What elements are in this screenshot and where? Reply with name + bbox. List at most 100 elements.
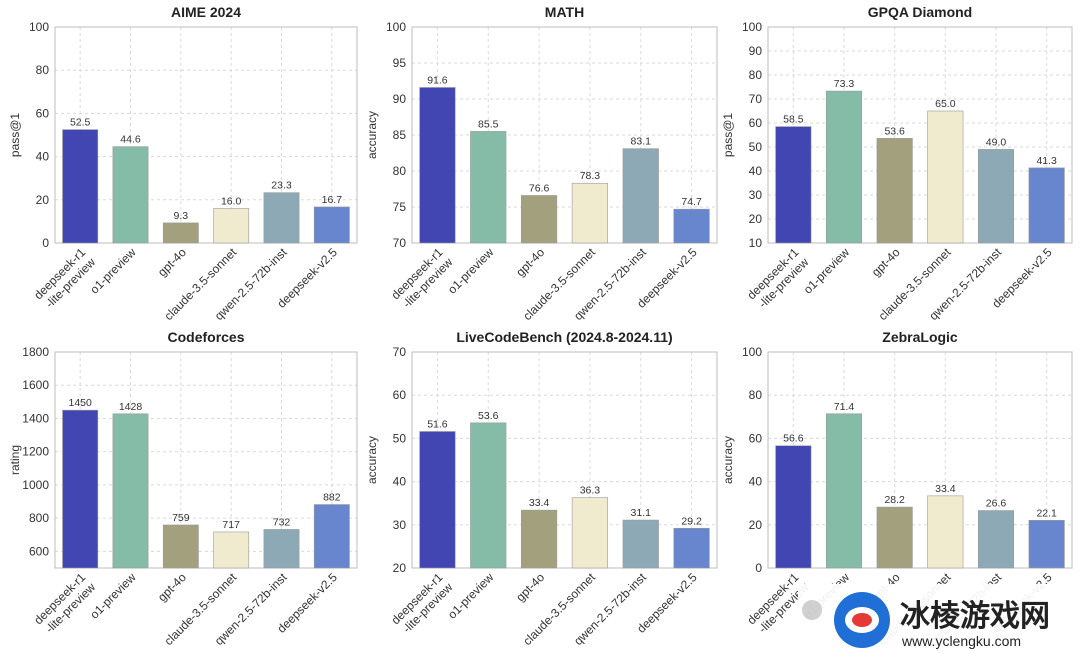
data-label: 52.5 <box>70 117 91 129</box>
y-tick-label: 40 <box>393 475 407 489</box>
y-tick-label: 0 <box>42 236 49 250</box>
chart-1: 70 75 80 85 90 95 100 91.6 deepseek-r1-lite-prev… <box>365 4 718 323</box>
y-tick-label: 60 <box>393 388 407 402</box>
category-label: gpt-4o <box>155 245 189 279</box>
bar <box>1028 167 1065 244</box>
bar <box>62 409 99 569</box>
bar <box>927 110 964 244</box>
data-label: 71.4 <box>834 401 855 413</box>
data-label: 41.3 <box>1036 155 1057 167</box>
bar <box>112 146 149 244</box>
y-axis-label: accuracy <box>365 111 379 159</box>
data-label: 76.6 <box>529 182 550 194</box>
data-label: 85.5 <box>478 118 499 130</box>
data-label: 91.6 <box>427 74 448 86</box>
data-label: 58.5 <box>783 114 804 126</box>
data-label: 1428 <box>119 401 143 413</box>
data-label: 1450 <box>68 397 92 409</box>
chart-title: ZebraLogic <box>882 329 958 345</box>
category-label: deepseek-r1-lite-preview <box>744 245 811 312</box>
chart-4: 20 30 40 50 60 70 51.6 deepseek-r1-lite-preview… <box>365 329 718 648</box>
bar <box>419 87 456 244</box>
bar <box>673 208 710 244</box>
category-label: gpt-4o <box>155 570 189 604</box>
y-tick-label: 1600 <box>22 378 49 392</box>
y-tick-label: 20 <box>393 561 407 575</box>
data-label: 717 <box>222 519 240 531</box>
bar <box>571 497 609 569</box>
data-label: 732 <box>273 516 291 528</box>
y-tick-label: 1400 <box>22 411 49 425</box>
plot-frame <box>767 351 1073 569</box>
bar <box>313 504 350 569</box>
data-label: 23.3 <box>271 180 292 192</box>
bar <box>213 531 250 569</box>
y-tick-label: 85 <box>393 128 407 142</box>
chart-title: MATH <box>545 4 584 20</box>
y-tick-label: 70 <box>393 345 407 359</box>
plot-frame <box>411 26 718 244</box>
bar <box>520 509 558 569</box>
category-label: o1-preview <box>445 245 497 297</box>
y-tick-label: 1800 <box>22 345 49 359</box>
bar <box>470 131 507 244</box>
category-label: o1-preview <box>87 245 139 297</box>
data-label: 28.2 <box>884 494 905 506</box>
y-tick-label: 0 <box>755 561 762 575</box>
data-label: 33.4 <box>529 497 550 509</box>
y-tick-label: 60 <box>749 431 763 445</box>
y-axis-label: accuracy <box>721 436 735 484</box>
data-label: 36.3 <box>580 485 601 497</box>
watermark-text: 冰棱游戏网 <box>900 600 1050 633</box>
plot-frame <box>54 351 358 569</box>
category-label: o1-preview <box>801 245 853 297</box>
bar <box>419 431 456 569</box>
data-label: 53.6 <box>884 125 905 137</box>
category-label: o1-preview <box>87 570 139 622</box>
bar <box>775 126 812 244</box>
y-axis-label: rating <box>8 445 22 475</box>
y-tick-label: 100 <box>742 20 762 34</box>
y-tick-label: 90 <box>749 44 763 58</box>
y-tick-label: 40 <box>749 164 763 178</box>
data-label: 44.6 <box>120 134 141 146</box>
bar <box>876 138 913 244</box>
category-label: deepseek-r1-lite-preview <box>31 570 98 637</box>
chart-title: Codeforces <box>167 329 244 345</box>
watermark-url: www.yclengku.com <box>901 633 1021 649</box>
y-tick-label: 90 <box>393 92 407 106</box>
data-label: 9.3 <box>174 210 189 222</box>
y-tick-label: 75 <box>393 200 407 214</box>
y-tick-label: 10 <box>749 236 763 250</box>
bar <box>470 422 507 569</box>
bar <box>520 195 558 244</box>
y-tick-label: 800 <box>29 511 49 525</box>
data-label: 29.2 <box>681 515 702 527</box>
watermark-logo-icon <box>802 592 890 648</box>
category-label: gpt-4o <box>513 570 547 604</box>
bar <box>263 529 300 569</box>
data-label: 31.1 <box>631 507 652 519</box>
chart-2: 10 20 30 40 50 60 70 80 90 100 58.5 deepseek-r1-lit… <box>721 4 1073 323</box>
y-tick-label: 1200 <box>22 445 49 459</box>
data-label: 49.0 <box>986 136 1007 148</box>
y-tick-label: 70 <box>393 236 407 250</box>
data-label: 882 <box>323 492 341 504</box>
y-tick-label: 100 <box>29 20 49 34</box>
chart-title: LiveCodeBench (2024.8-2024.11) <box>456 329 672 345</box>
y-tick-label: 40 <box>749 475 763 489</box>
data-label: 74.7 <box>681 196 702 208</box>
bar <box>571 182 609 244</box>
y-tick-label: 100 <box>386 20 406 34</box>
category-label-line: gpt-4o <box>513 570 547 604</box>
bar <box>622 148 659 244</box>
category-label: deepseek-r1-lite-preview <box>388 245 455 312</box>
data-label: 26.6 <box>986 498 1007 510</box>
category-label-line: o1-preview <box>445 570 497 622</box>
category-label-line: o1-preview <box>801 245 853 297</box>
category-label-line: o1-preview <box>445 245 497 297</box>
bar <box>825 90 863 244</box>
category-label-line: o1-preview <box>87 245 139 297</box>
category-label: deepseek-r1-lite-preview <box>31 245 98 312</box>
